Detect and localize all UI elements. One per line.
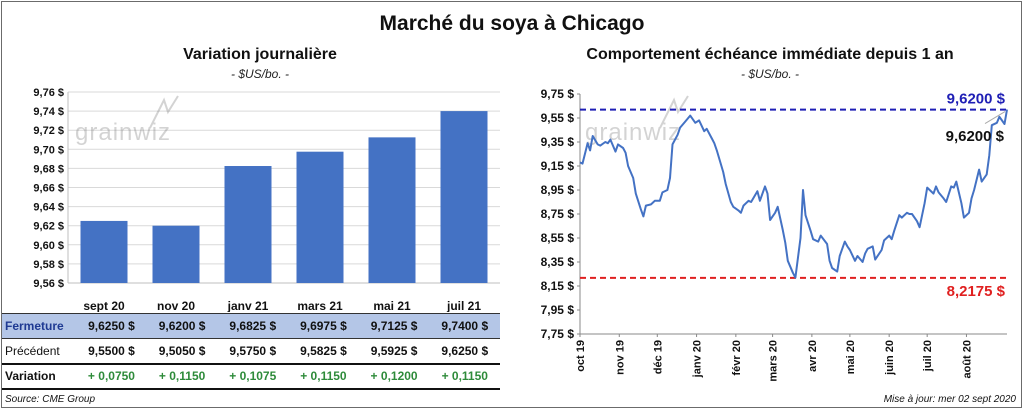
bar <box>368 137 416 283</box>
right-panel-subtitle: - $US/bo. - <box>740 67 800 81</box>
table-cell: 9,5500 $ <box>88 343 135 358</box>
table-row-precedent: Précédent 9,5500 $ 9,5050 $ 9,5750 $ 9,5… <box>2 339 500 364</box>
table-cell: + 0,0750 <box>76 362 147 390</box>
y-tick-label: 8,75 $ <box>541 207 575 221</box>
update-note: Mise à jour: mer 02 sept 2020 <box>883 394 1016 405</box>
x-tick-label: juin 20 <box>884 340 896 376</box>
watermark-logo: grainwiz <box>75 95 179 146</box>
y-tick-label: 8,55 $ <box>541 231 575 245</box>
bar <box>440 111 488 283</box>
y-tick-label: 9,64 $ <box>33 202 64 214</box>
bar <box>296 151 344 283</box>
y-tick-label: 7,95 $ <box>541 303 575 317</box>
x-tick-label: juil 21 <box>446 299 481 312</box>
row-label: Précédent <box>5 343 60 358</box>
y-tick-label: 9,62 $ <box>33 221 64 233</box>
table-cell: 9,6250 $ <box>441 343 489 358</box>
table-cell: + 0,1150 <box>146 362 218 390</box>
table-cell: 9,7125 $ <box>358 313 430 339</box>
table-cell: 9,5750 $ <box>229 343 277 358</box>
watermark-text: grainwiz <box>585 119 681 146</box>
y-tick-label: 9,55 $ <box>541 111 575 125</box>
watermark-text: grainwiz <box>75 119 171 146</box>
high-value-label: 9,6200 $ <box>947 91 1006 108</box>
table-cell: 9,6825 $ <box>217 313 289 339</box>
y-tick-label: 9,15 $ <box>541 159 575 173</box>
right-panel-title: Comportement échéance immédiate depuis 1… <box>586 46 954 63</box>
quotes-table: Fermeture 9,6250 $ 9,6200 $ 9,6825 $ 9,6… <box>2 313 500 390</box>
x-tick-label: sept 20 <box>83 299 125 312</box>
y-tick-label: 7,75 $ <box>541 327 575 341</box>
watermark-mark <box>149 95 179 129</box>
x-tick-label: janv 21 <box>227 299 269 312</box>
x-tick-label: janv 20 <box>692 340 704 378</box>
y-tick-label: 9,56 $ <box>33 278 64 290</box>
table-cell: 9,5050 $ <box>158 343 206 358</box>
y-tick-label: 9,76 $ <box>33 87 64 99</box>
table-cell: + 0,1150 <box>429 362 500 390</box>
y-tick-label: 8,35 $ <box>541 255 575 269</box>
x-tick-label: mai 20 <box>845 340 857 374</box>
x-tick-label: nov 20 <box>157 299 195 312</box>
table-row-fermeture: Fermeture 9,6250 $ 9,6200 $ 9,6825 $ 9,6… <box>2 313 500 339</box>
x-tick-label: oct 19 <box>575 340 587 372</box>
x-tick-label: juil 20 <box>922 340 934 372</box>
y-tick-label: 9,68 $ <box>33 163 64 175</box>
price-series-line <box>579 109 1008 279</box>
x-tick-label: mars 21 <box>297 299 343 312</box>
daily-variation-bar-chart: 9,56 $ 9,58 $ 9,60 $ 9,62 $ 9,64 $ 9,66 $ 9,68… <box>33 87 500 312</box>
y-tick-label: 9,74 $ <box>33 106 64 118</box>
y-tick-label: 9,75 $ <box>541 87 575 101</box>
y-tick-label: 9,72 $ <box>33 125 64 137</box>
y-tick-label: 9,70 $ <box>33 144 64 156</box>
x-tick-label: mai 21 <box>373 299 411 312</box>
bar <box>80 220 128 283</box>
row-label: Variation <box>2 362 76 390</box>
left-panel-title: Variation journalière <box>183 46 337 63</box>
one-year-line-chart: 7,75 $ 7,95 $ 8,15 $ 8,35 $ 8,55 $ 8,75 $ 8,95… <box>541 87 1008 382</box>
table-cell: 9,6975 $ <box>288 313 359 339</box>
last-value-leader <box>984 111 1006 125</box>
y-tick-label: 8,15 $ <box>541 279 575 293</box>
low-value-label: 8,2175 $ <box>947 283 1006 300</box>
table-cell: + 0,1075 <box>217 362 289 390</box>
table-cell: 9,6250 $ <box>76 313 147 339</box>
source-note: Source: CME Group <box>5 394 96 405</box>
x-tick-label: mars 20 <box>768 340 780 382</box>
x-tick-label: août 20 <box>961 340 973 379</box>
watermark-mark <box>659 95 689 129</box>
row-label: Fermeture <box>2 313 76 339</box>
table-cell: 9,7400 $ <box>429 313 500 339</box>
x-tick-label: déc 19 <box>652 340 664 374</box>
y-tick-label: 9,60 $ <box>33 240 64 252</box>
y-tick-label: 9,35 $ <box>541 135 575 149</box>
x-tick-label: avr 20 <box>807 340 819 372</box>
left-panel-subtitle: - $US/bo. - <box>230 67 290 81</box>
table-cell: 9,5925 $ <box>370 343 418 358</box>
bar <box>152 225 200 283</box>
table-cell: 9,5825 $ <box>300 343 347 358</box>
table-cell: 9,6200 $ <box>146 313 218 339</box>
table-row-variation: Variation + 0,0750 + 0,1150 + 0,1075 + 0… <box>2 362 500 390</box>
page-title: Marché du soya à Chicago <box>379 12 645 35</box>
y-tick-label: 9,66 $ <box>33 183 64 195</box>
table-cell: + 0,1150 <box>288 362 359 390</box>
last-value-label: 9,6200 $ <box>946 128 1005 145</box>
watermark-logo: grainwiz <box>585 95 689 146</box>
table-cell: + 0,1200 <box>358 362 430 390</box>
x-tick-label: févr 20 <box>731 340 743 375</box>
bar <box>224 166 272 283</box>
x-tick-label: nov 19 <box>614 340 626 375</box>
y-tick-label: 9,58 $ <box>33 259 64 271</box>
y-tick-label: 8,95 $ <box>541 183 575 197</box>
